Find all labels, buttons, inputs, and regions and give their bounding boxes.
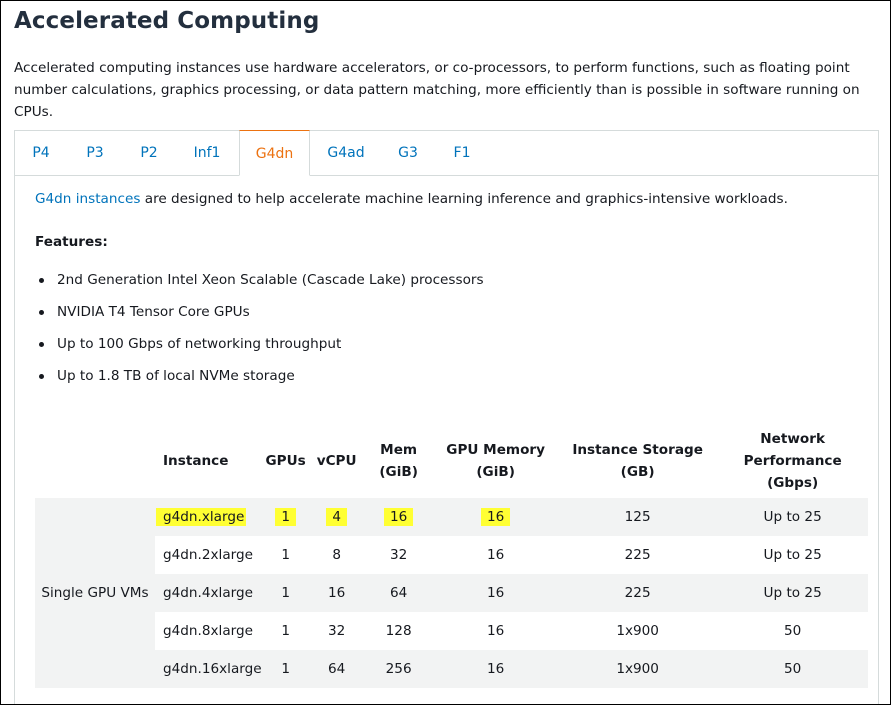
tab-g3[interactable]: G3 bbox=[398, 145, 418, 161]
header-gpus: GPUs bbox=[265, 453, 306, 469]
table-row: g4dn.16xlarge 1 64 256 16 1x900 50 bbox=[35, 650, 868, 688]
intro-paragraph: Accelerated computing instances use hard… bbox=[14, 60, 860, 120]
highlight-gpus: 1 bbox=[275, 508, 296, 526]
header-group bbox=[35, 424, 155, 498]
page-title: Accelerated Computing bbox=[14, 8, 320, 34]
cell-instance: g4dn.4xlarge bbox=[155, 574, 262, 612]
cell-instance: g4dn.16xlarge bbox=[155, 650, 262, 688]
cell-gpus: 1 bbox=[261, 574, 310, 612]
description-text: are designed to help accelerate machine … bbox=[140, 191, 788, 207]
table-header-row: Instance GPUs vCPU Mem (GiB) GPU Memory (G… bbox=[35, 424, 868, 498]
feature-item: NVIDIA T4 Tensor Core GPUs bbox=[35, 302, 484, 334]
features-list: 2nd Generation Intel Xeon Scalable (Casc… bbox=[35, 270, 484, 398]
cell-storage: 1x900 bbox=[616, 623, 659, 639]
cell-instance: g4dn.2xlarge bbox=[163, 547, 253, 563]
header-mem-line1: Mem bbox=[380, 442, 418, 458]
row-group-label: Single GPU VMs bbox=[35, 498, 155, 688]
cell-mem: 64 bbox=[363, 574, 434, 612]
cell-instance: g4dn.xlarge bbox=[155, 498, 262, 536]
cell-network: Up to 25 bbox=[717, 574, 868, 612]
header-network-line2: Performance bbox=[743, 453, 842, 469]
cell-network: Up to 25 bbox=[763, 547, 822, 563]
cell-mem: 128 bbox=[385, 623, 412, 639]
table-row: g4dn.4xlarge 1 16 64 16 225 Up to 25 bbox=[35, 574, 868, 612]
tab-f1[interactable]: F1 bbox=[453, 145, 471, 161]
header-network: Network Performance (Gbps) bbox=[718, 424, 868, 498]
cell-gpus: 1 bbox=[261, 498, 310, 536]
highlight-mem: 16 bbox=[383, 508, 414, 526]
header-gpu-memory-line2: (GiB) bbox=[476, 464, 515, 480]
g4dn-instances-link[interactable]: G4dn instances bbox=[35, 191, 141, 207]
cell-gpu-memory: 16 bbox=[486, 623, 505, 639]
feature-item: 2nd Generation Intel Xeon Scalable (Casc… bbox=[35, 270, 484, 302]
tab-p4[interactable]: P4 bbox=[32, 145, 50, 161]
header-gpu-memory-line1: GPU Memory bbox=[446, 442, 545, 458]
cell-storage: 225 bbox=[557, 574, 718, 612]
cell-gpus: 1 bbox=[281, 547, 290, 563]
tab-g4dn[interactable]: G4dn bbox=[239, 130, 310, 176]
header-instance-storage: Instance Storage (GB) bbox=[572, 442, 703, 480]
cell-storage: 125 bbox=[557, 498, 718, 536]
instance-description: G4dn instances are designed to help acce… bbox=[35, 191, 788, 207]
tab-content-g4dn: G4dn instances are designed to help acce… bbox=[15, 176, 878, 704]
cell-mem: 32 bbox=[389, 547, 408, 563]
cell-instance: g4dn.8xlarge bbox=[163, 623, 253, 639]
highlight-gpu-memory: 16 bbox=[480, 508, 511, 526]
cell-gpus: 1 bbox=[281, 623, 290, 639]
cell-network: 50 bbox=[717, 650, 868, 688]
cell-vcpu: 32 bbox=[327, 623, 346, 639]
cell-vcpu: 8 bbox=[332, 547, 341, 563]
header-gpu-memory: GPU Memory (GiB) bbox=[434, 424, 558, 498]
tab-g4ad[interactable]: G4ad bbox=[327, 145, 365, 161]
table-row: Single GPU VMs g4dn.xlarge 1 4 16 16 125… bbox=[35, 498, 868, 688]
cell-vcpu: 64 bbox=[309, 650, 364, 688]
header-network-line3: (Gbps) bbox=[767, 475, 819, 491]
table-row: g4dn.8xlarge 1 32 128 16 1x900 50 bbox=[35, 612, 868, 650]
tab-p2[interactable]: P2 bbox=[140, 145, 158, 161]
tab-inf1[interactable]: Inf1 bbox=[193, 145, 221, 161]
features-heading: Features: bbox=[35, 234, 108, 250]
cell-vcpu: 16 bbox=[309, 574, 364, 612]
cell-storage: 225 bbox=[624, 547, 651, 563]
header-mem-line2: (GiB) bbox=[379, 464, 418, 480]
tab-bar: P4 P3 P2 Inf1 G4dn G4ad G3 F1 bbox=[15, 130, 878, 176]
cell-mem: 16 bbox=[363, 498, 434, 536]
highlight-instance: g4dn.xlarge bbox=[156, 508, 247, 526]
highlight-vcpu: 4 bbox=[326, 508, 347, 526]
cell-gpu-memory: 16 bbox=[433, 574, 558, 612]
cell-gpu-memory: 16 bbox=[486, 547, 505, 563]
header-mem: Mem (GiB) bbox=[364, 424, 434, 498]
header-vcpu: vCPU bbox=[316, 453, 357, 469]
feature-item: Up to 1.8 TB of local NVMe storage bbox=[35, 366, 484, 398]
cell-network: 50 bbox=[783, 623, 802, 639]
cell-vcpu: 4 bbox=[309, 498, 364, 536]
cell-gpu-memory: 16 bbox=[433, 498, 558, 536]
cell-mem: 256 bbox=[363, 650, 434, 688]
cell-gpus: 1 bbox=[261, 650, 310, 688]
feature-item: Up to 100 Gbps of networking throughput bbox=[35, 334, 484, 366]
header-instance: Instance bbox=[163, 453, 229, 469]
cell-gpu-memory: 16 bbox=[433, 650, 558, 688]
tab-p3[interactable]: P3 bbox=[86, 145, 104, 161]
instance-tabs-panel: P4 P3 P2 Inf1 G4dn G4ad G3 F1 G4dn insta… bbox=[14, 130, 879, 704]
table-row: g4dn.2xlarge 1 8 32 16 225 Up to 25 bbox=[35, 536, 868, 574]
cell-storage: 1x900 bbox=[557, 650, 718, 688]
instance-specs-table: Instance GPUs vCPU Mem (GiB) GPU Memory (G… bbox=[35, 424, 868, 688]
cell-network: Up to 25 bbox=[717, 498, 868, 536]
header-network-line1: Network bbox=[760, 431, 826, 447]
